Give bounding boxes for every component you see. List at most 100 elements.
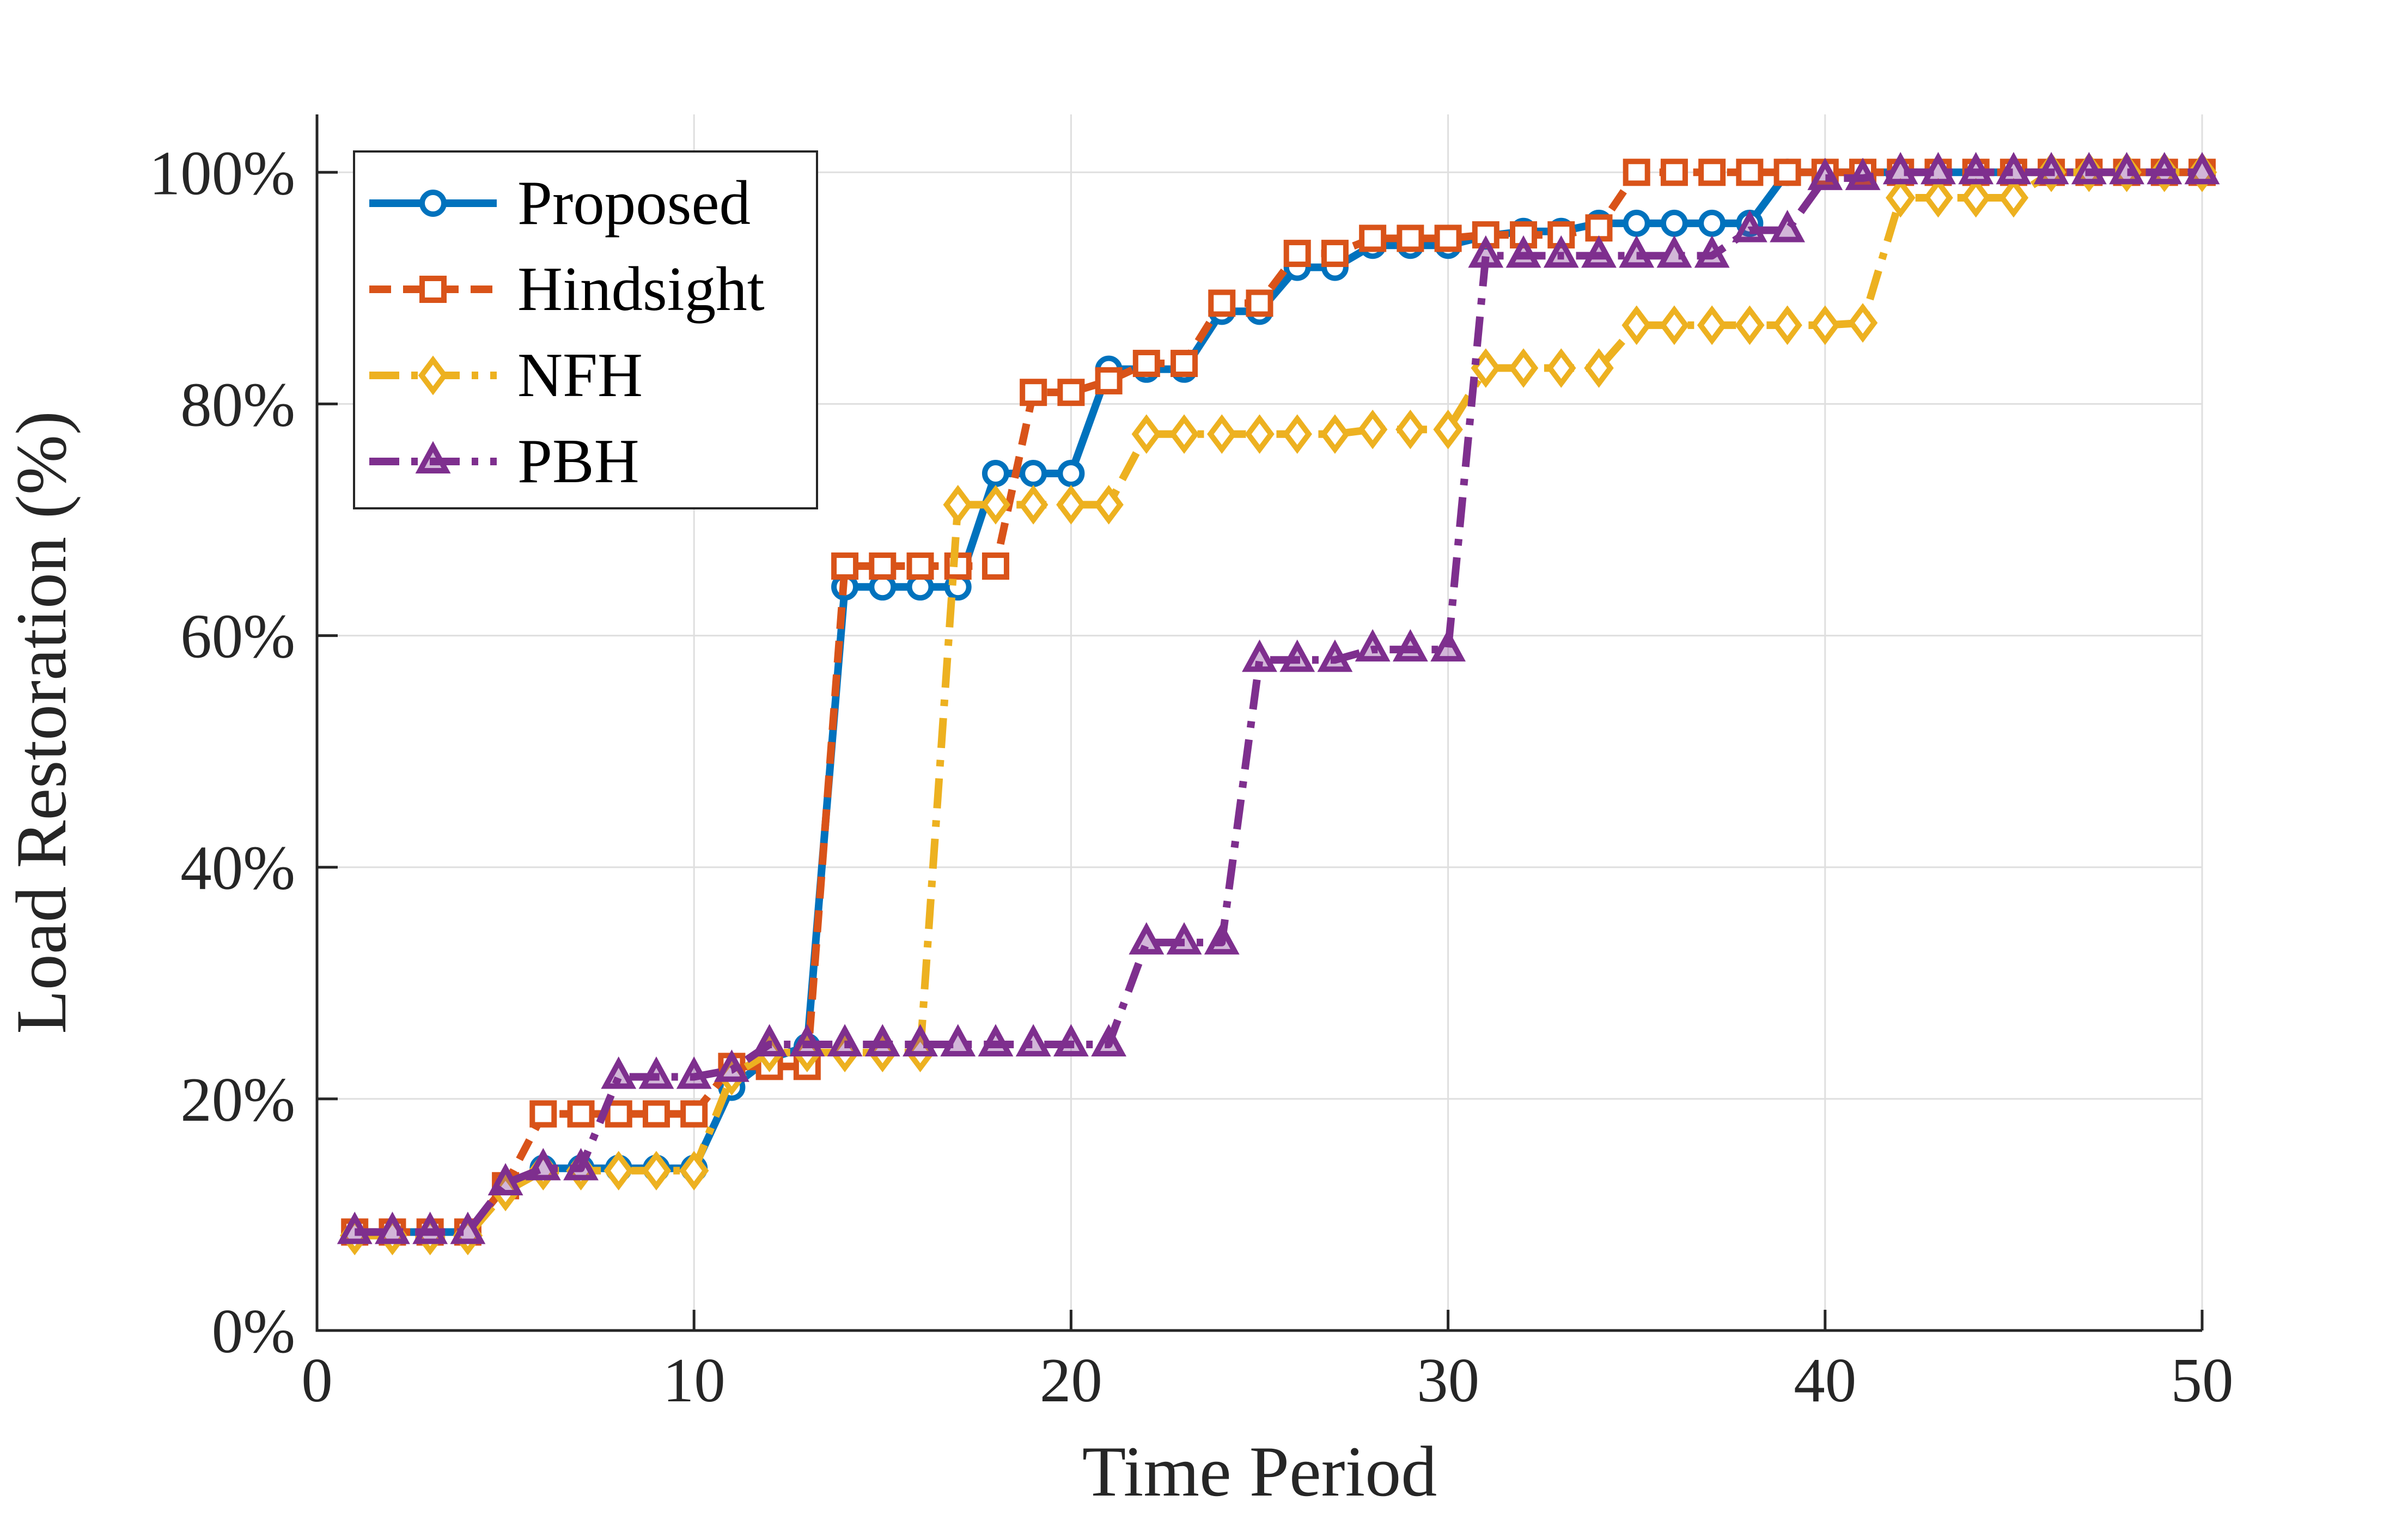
data-point-pbh bbox=[1242, 639, 1277, 672]
x-axis-title: Time Period bbox=[1082, 1431, 1437, 1511]
data-point-pbh bbox=[2184, 151, 2220, 185]
data-point-proposed bbox=[1623, 209, 1650, 237]
data-point-pbh bbox=[1129, 922, 1165, 955]
data-point-hindsight bbox=[1359, 224, 1387, 252]
data-point-nfh bbox=[1094, 485, 1124, 525]
data-point-nfh bbox=[1735, 305, 1765, 345]
data-point-nfh bbox=[1546, 348, 1576, 388]
data-point-pbh bbox=[1921, 151, 1956, 185]
data-point-nfh bbox=[1508, 348, 1539, 388]
data-point-pbh bbox=[1845, 157, 1881, 190]
data-point-hindsight bbox=[567, 1100, 595, 1128]
data-point-pbh bbox=[1807, 157, 1843, 190]
data-point-pbh bbox=[1355, 629, 1391, 662]
data-point-nfh bbox=[1282, 414, 1312, 454]
x-tick-labels: 0 10 20 30 40 50 bbox=[301, 1346, 2233, 1415]
data-point-pbh bbox=[864, 1024, 900, 1056]
data-point-nfh bbox=[1433, 409, 1463, 449]
data-point-nfh bbox=[1923, 178, 1953, 218]
x-tick-label: 30 bbox=[1417, 1346, 1479, 1415]
y-tick-label: 20% bbox=[180, 1065, 295, 1134]
data-point-pbh bbox=[525, 1147, 561, 1181]
data-point-pbh bbox=[1166, 922, 1202, 955]
series-line-nfh bbox=[355, 168, 2202, 1239]
data-point-nfh bbox=[679, 1151, 709, 1190]
data-point-nfh bbox=[1357, 409, 1388, 449]
data-point-hindsight bbox=[869, 552, 897, 580]
data-point-nfh bbox=[1697, 305, 1727, 345]
data-point-hindsight bbox=[529, 1100, 557, 1128]
y-tick-label: 40% bbox=[180, 834, 295, 903]
y-tick-label: 0% bbox=[212, 1297, 295, 1366]
data-point-hindsight bbox=[1208, 289, 1236, 317]
series-pbh bbox=[337, 151, 2220, 1244]
plot-series bbox=[337, 151, 2220, 1256]
data-point-pbh bbox=[1392, 629, 1428, 662]
data-point-pbh bbox=[375, 1211, 410, 1244]
data-point-nfh bbox=[603, 1151, 634, 1190]
data-point-pbh bbox=[1279, 639, 1315, 672]
data-point-pbh bbox=[1505, 235, 1541, 268]
data-point-hindsight bbox=[1321, 240, 1349, 268]
data-point-hindsight bbox=[1698, 159, 1726, 186]
data-point-pbh bbox=[676, 1056, 712, 1089]
grid bbox=[316, 114, 2203, 1332]
data-point-pbh bbox=[1430, 629, 1466, 662]
series-line-pbh bbox=[355, 168, 2202, 1236]
data-point-hindsight bbox=[831, 552, 859, 580]
data-point-pbh bbox=[1694, 235, 1730, 268]
tick-marks bbox=[315, 171, 2204, 1332]
data-point-hindsight bbox=[680, 1100, 708, 1128]
data-point-pbh bbox=[1204, 922, 1240, 955]
data-point-nfh bbox=[1961, 178, 1991, 218]
data-point-pbh bbox=[337, 1211, 373, 1244]
x-tick-label: 10 bbox=[663, 1346, 726, 1415]
y-axis-title: Load Restoration (%) bbox=[1, 411, 81, 1034]
x-tick-label: 0 bbox=[301, 1346, 333, 1415]
data-point-pbh bbox=[978, 1024, 1014, 1056]
data-point-nfh bbox=[1056, 485, 1086, 525]
data-point-hindsight bbox=[1283, 240, 1311, 268]
data-point-pbh bbox=[1958, 151, 1994, 185]
legend-marker-nfh bbox=[418, 355, 448, 396]
data-point-pbh bbox=[940, 1024, 976, 1056]
legend-marker-hindsight bbox=[419, 276, 447, 303]
data-point-hindsight bbox=[1171, 350, 1198, 378]
data-point-hindsight bbox=[1773, 159, 1801, 186]
data-point-nfh bbox=[1395, 409, 1425, 449]
data-point-pbh bbox=[1770, 210, 1806, 242]
data-point-nfh bbox=[1169, 414, 1199, 454]
data-point-hindsight bbox=[1623, 159, 1650, 186]
data-point-pbh bbox=[487, 1163, 523, 1196]
data-point-pbh bbox=[1543, 235, 1579, 268]
data-point-hindsight bbox=[1246, 289, 1273, 317]
data-point-nfh bbox=[1131, 414, 1162, 454]
legend-item-pbh: PBH bbox=[369, 427, 639, 496]
legend-label-hindsight: Hindsight bbox=[517, 254, 765, 324]
data-point-proposed bbox=[1057, 459, 1085, 487]
data-point-pbh bbox=[1091, 1024, 1127, 1056]
data-point-nfh bbox=[1245, 414, 1275, 454]
data-point-hindsight bbox=[1095, 367, 1123, 394]
data-point-hindsight bbox=[906, 552, 934, 580]
x-tick-label: 50 bbox=[2171, 1346, 2234, 1415]
data-point-pbh bbox=[1581, 235, 1617, 268]
data-point-proposed bbox=[982, 459, 1009, 487]
data-point-pbh bbox=[752, 1024, 788, 1056]
data-point-nfh bbox=[1810, 305, 1840, 345]
legend: Proposed Hindsight NFH PBH bbox=[353, 150, 818, 509]
data-point-hindsight bbox=[982, 552, 1009, 580]
y-tick-label: 60% bbox=[180, 602, 295, 671]
data-point-hindsight bbox=[1736, 159, 1764, 186]
data-point-pbh bbox=[1882, 151, 1918, 185]
data-point-nfh bbox=[641, 1151, 672, 1190]
data-point-nfh bbox=[1207, 414, 1237, 454]
data-point-nfh bbox=[1320, 414, 1350, 454]
data-point-proposed bbox=[1660, 209, 1688, 237]
data-point-hindsight bbox=[1434, 224, 1462, 252]
data-point-nfh bbox=[1621, 305, 1651, 345]
data-point-pbh bbox=[714, 1049, 749, 1082]
legend-item-nfh: NFH bbox=[369, 341, 643, 410]
data-point-pbh bbox=[1996, 151, 2032, 185]
